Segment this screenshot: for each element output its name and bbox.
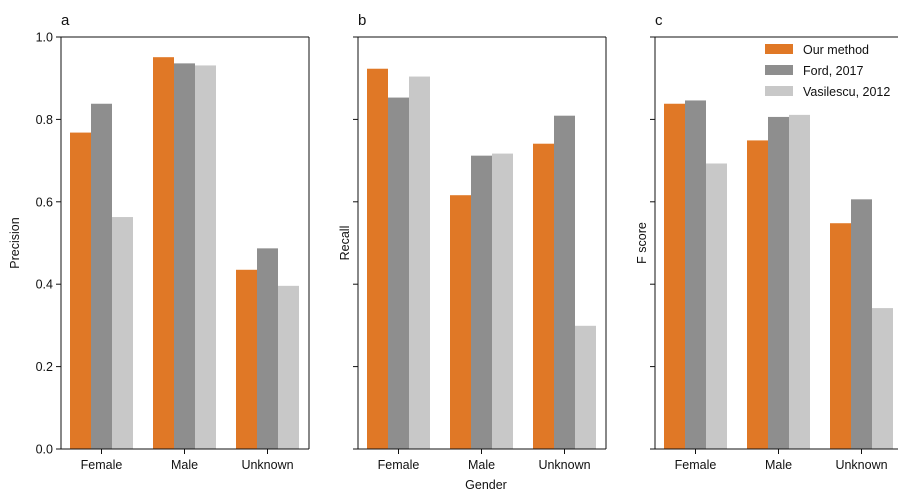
x-tick-label-unknown: Unknown <box>835 458 887 472</box>
bar-c-female-2 <box>706 163 727 449</box>
bar-b-male-1 <box>471 155 492 449</box>
legend-label: Ford, 2017 <box>803 64 864 78</box>
bar-b-female-2 <box>409 76 430 449</box>
bar-b-unknown-0 <box>533 143 554 449</box>
panel-letter: b <box>358 12 366 29</box>
bar-b-female-0 <box>367 68 388 449</box>
x-tick-label-male: Male <box>171 458 198 472</box>
panels: a 0.0 0.2 0.4 0.6 0.8 1.0 Female Male Unknown Prec… <box>8 12 898 472</box>
panel-c: c Female Male Unknown F score <box>635 12 898 472</box>
y-tick-label: 0.4 <box>36 278 53 292</box>
bar-b-male-0 <box>450 195 471 449</box>
bar-a-female-0 <box>70 132 91 450</box>
bar-c-unknown-0 <box>830 223 851 449</box>
y-tick-label: 0.6 <box>36 195 53 209</box>
legend-label: Our method <box>803 43 869 57</box>
panel-letter: c <box>655 12 663 29</box>
y-axis-label: Precision <box>8 217 22 268</box>
y-tick-label: 0.2 <box>36 360 53 374</box>
panel-letter: a <box>61 12 70 29</box>
panel-a: a 0.0 0.2 0.4 0.6 0.8 1.0 Female Male Unknown Prec… <box>8 12 310 472</box>
bar-a-female-2 <box>112 217 133 449</box>
y-tick-label: 0.0 <box>36 443 53 457</box>
bar-a-unknown-0 <box>236 269 257 449</box>
bar-a-male-2 <box>195 65 216 449</box>
bar-b-unknown-2 <box>575 325 596 449</box>
x-tick-label-female: Female <box>378 458 420 472</box>
bar-c-male-2 <box>789 114 810 450</box>
bar-a-male-1 <box>174 63 195 449</box>
bar-b-female-1 <box>388 97 409 450</box>
x-tick-label-male: Male <box>468 458 495 472</box>
y-tick-label: 1.0 <box>36 31 53 45</box>
bar-c-unknown-2 <box>872 308 893 449</box>
bar-c-male-1 <box>768 116 789 449</box>
y-axis-label: Recall <box>338 226 352 261</box>
bar-c-female-0 <box>664 103 685 449</box>
panel-b: b Female Male Unknown Recall <box>338 12 607 472</box>
legend-swatch <box>765 86 793 96</box>
x-tick-label-female: Female <box>81 458 123 472</box>
x-tick-label-unknown: Unknown <box>538 458 590 472</box>
x-tick-label-unknown: Unknown <box>241 458 293 472</box>
x-axis-title: Gender <box>465 478 507 491</box>
bar-a-female-1 <box>91 103 112 449</box>
y-tick-label: 0.8 <box>36 113 53 127</box>
legend-label: Vasilescu, 2012 <box>803 85 890 99</box>
y-axis-label: F score <box>635 222 649 264</box>
legend-swatch <box>765 44 793 54</box>
bar-c-female-1 <box>685 100 706 449</box>
x-tick-label-male: Male <box>765 458 792 472</box>
bar-a-male-0 <box>153 57 174 450</box>
bar-c-male-0 <box>747 140 768 450</box>
legend: Our method Ford, 2017 Vasilescu, 2012 <box>765 43 890 99</box>
bar-b-male-2 <box>492 153 513 449</box>
bar-a-unknown-2 <box>278 285 299 449</box>
x-tick-label-female: Female <box>675 458 717 472</box>
bar-a-unknown-1 <box>257 248 278 449</box>
bar-b-unknown-1 <box>554 115 575 449</box>
bar-c-unknown-1 <box>851 199 872 449</box>
legend-swatch <box>765 65 793 75</box>
